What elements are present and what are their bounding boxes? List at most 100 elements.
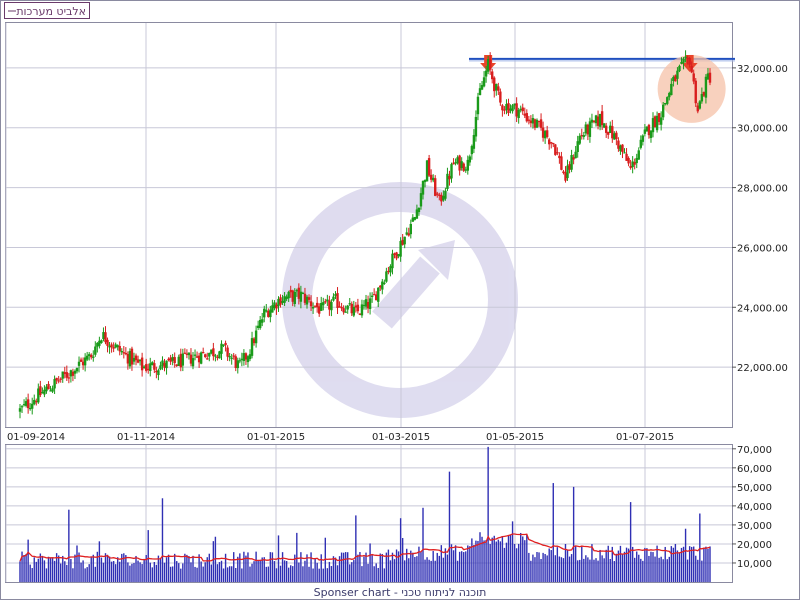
candle-body xyxy=(637,150,640,160)
candle-body xyxy=(676,70,679,79)
candle-body xyxy=(33,399,36,405)
candle-body xyxy=(491,71,494,80)
candle-body xyxy=(179,353,182,368)
candle-body xyxy=(31,403,34,409)
candle-body xyxy=(47,383,50,390)
candle-body xyxy=(28,407,32,410)
candle-body xyxy=(49,390,52,392)
x-tick-label: 01-09-2014 xyxy=(7,432,65,443)
candle-body xyxy=(356,304,360,312)
candle-body xyxy=(649,130,653,138)
candle-body xyxy=(126,354,130,364)
candle-body xyxy=(73,370,77,374)
candle-body xyxy=(413,216,417,220)
candle-body xyxy=(67,377,71,379)
footer-text: Sponser chart - תוכנה לניתוח טכני xyxy=(314,586,487,599)
candle-body xyxy=(210,349,213,354)
candle-body xyxy=(397,254,400,257)
candle-body xyxy=(171,357,174,361)
candle-body xyxy=(85,355,89,360)
candle-body xyxy=(230,357,233,359)
candle-body xyxy=(672,77,675,81)
candle-body xyxy=(322,302,325,306)
candle-body xyxy=(655,115,659,131)
candle-body xyxy=(468,156,472,163)
candle-body xyxy=(98,340,101,346)
candle-body xyxy=(228,356,231,358)
candle-body xyxy=(609,125,612,133)
candle-body xyxy=(558,155,561,159)
candlestick-series xyxy=(18,50,712,419)
candle-body xyxy=(407,233,410,236)
candle-body xyxy=(214,355,217,357)
candle-body xyxy=(258,319,262,329)
candle-body xyxy=(57,380,60,382)
candle-body xyxy=(315,302,319,308)
candle-body xyxy=(220,343,223,354)
candle-body xyxy=(383,282,386,284)
candle-body xyxy=(163,362,166,368)
candle-body xyxy=(377,287,380,302)
candle-body xyxy=(440,194,443,202)
candle-body xyxy=(627,158,630,164)
candle-body xyxy=(513,103,516,106)
candle-body xyxy=(311,306,315,309)
candle-body xyxy=(429,174,433,180)
candle-body xyxy=(511,105,514,112)
candle-body xyxy=(244,353,248,360)
candle-body xyxy=(197,355,201,363)
x-tick-label: 01-05-2015 xyxy=(486,432,544,443)
candle-body xyxy=(700,94,704,102)
candle-body xyxy=(318,306,321,314)
candle-body xyxy=(301,292,305,295)
candle-body xyxy=(643,129,647,134)
candle-body xyxy=(584,124,588,134)
candle-body xyxy=(340,306,343,309)
candle-body xyxy=(438,194,441,196)
candle-body xyxy=(379,285,382,288)
candle-body xyxy=(195,356,199,358)
candle-body xyxy=(460,161,463,169)
candle-body xyxy=(621,144,624,153)
candle-body xyxy=(525,113,529,122)
axes: 01-09-2014 01-11-2014 01-01-2015 01-03-2015… xyxy=(7,64,788,570)
price-y-tick-label: 28,000.00 xyxy=(737,184,788,195)
candle-body xyxy=(462,163,465,171)
candle-body xyxy=(242,353,246,361)
candle-body xyxy=(474,116,478,137)
candle-body xyxy=(686,57,689,59)
candle-body xyxy=(456,157,459,164)
candle-body xyxy=(24,401,28,406)
candle-body xyxy=(395,252,398,259)
candle-body xyxy=(108,345,111,348)
candle-body xyxy=(434,178,437,196)
candle-body xyxy=(155,370,158,373)
candle-body xyxy=(92,356,95,358)
candle-body xyxy=(104,332,107,343)
candle-body xyxy=(539,119,543,128)
candle-body xyxy=(263,308,266,318)
candle-body xyxy=(106,339,109,346)
candle-body xyxy=(281,300,284,303)
price-y-tick-label: 32,000.00 xyxy=(737,64,788,75)
candle-body xyxy=(419,193,423,207)
candle-body xyxy=(664,103,667,105)
candle-body xyxy=(291,290,294,302)
candle-body xyxy=(543,131,547,139)
candle-body xyxy=(572,157,575,160)
candle-body xyxy=(275,304,278,309)
candle-body xyxy=(617,140,620,149)
candle-body xyxy=(71,371,75,376)
candle-body xyxy=(289,289,292,293)
candle-body xyxy=(177,356,180,366)
candle-body xyxy=(75,367,79,372)
candle-body xyxy=(122,352,126,354)
candle-body xyxy=(596,116,600,126)
candle-body xyxy=(130,348,134,365)
candle-body xyxy=(199,352,203,364)
candle-body xyxy=(51,388,54,392)
candle-body xyxy=(114,344,117,348)
candle-body xyxy=(464,169,467,171)
